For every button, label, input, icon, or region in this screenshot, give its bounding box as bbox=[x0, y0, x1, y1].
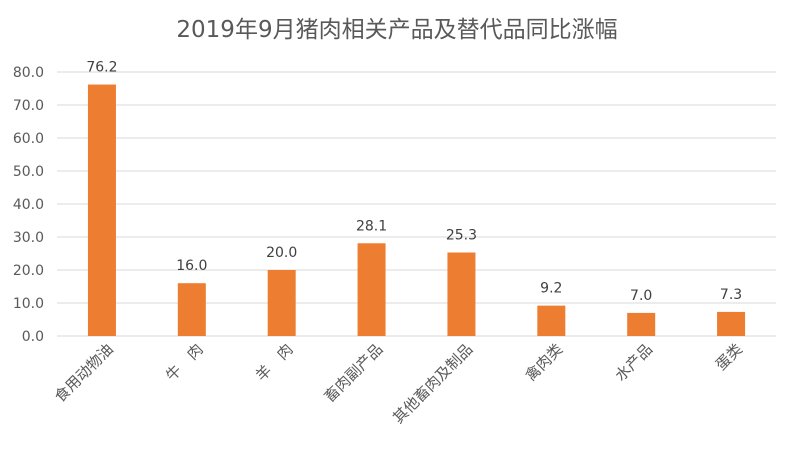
data-label: 28.1 bbox=[356, 218, 387, 234]
data-label: 9.2 bbox=[540, 281, 562, 297]
y-tick-label: 80.0 bbox=[13, 65, 44, 81]
gridlines bbox=[57, 71, 776, 337]
y-tick-label: 20.0 bbox=[13, 263, 44, 279]
chart-title: 2019年9月猪肉相关产品及替代品同比涨幅 bbox=[176, 17, 617, 43]
x-tick-label: 牛 肉 bbox=[162, 340, 207, 385]
x-tick-label: 蛋类 bbox=[712, 340, 746, 374]
bars bbox=[87, 84, 746, 336]
bar bbox=[447, 252, 476, 336]
bar bbox=[357, 243, 386, 336]
y-tick-label: 70.0 bbox=[13, 98, 44, 114]
y-tick-label: 0.0 bbox=[22, 329, 44, 345]
bar bbox=[537, 305, 566, 336]
x-tick-label: 羊 肉 bbox=[252, 340, 297, 385]
data-label: 16.0 bbox=[176, 258, 207, 274]
bar bbox=[87, 84, 116, 336]
x-tick-label: 食用动物油 bbox=[51, 340, 117, 406]
data-label: 76.2 bbox=[86, 60, 117, 76]
data-label: 7.0 bbox=[630, 288, 652, 304]
bar bbox=[627, 312, 656, 336]
bar bbox=[267, 270, 296, 336]
y-axis-ticks: 0.0 10.0 20.0 30.0 40.0 50.0 60.0 70.0 80.0 bbox=[13, 65, 44, 345]
data-label: 25.3 bbox=[446, 228, 477, 244]
y-tick-label: 40.0 bbox=[13, 197, 44, 213]
bar bbox=[177, 283, 206, 336]
data-labels: 76.2 16.0 20.0 28.1 25.3 9.2 7.0 7.3 bbox=[86, 60, 742, 304]
y-tick-label: 60.0 bbox=[13, 131, 44, 147]
data-label: 20.0 bbox=[266, 245, 297, 261]
y-tick-label: 10.0 bbox=[13, 296, 44, 312]
x-tick-label: 禽肉类 bbox=[522, 340, 567, 385]
bar bbox=[717, 311, 746, 336]
y-tick-label: 50.0 bbox=[13, 164, 44, 180]
x-tick-label: 水产品 bbox=[611, 340, 656, 385]
y-tick-label: 30.0 bbox=[13, 230, 44, 246]
x-tick-label: 其他畜肉及制品 bbox=[389, 340, 476, 427]
x-axis-ticks: 食用动物油牛 肉羊 肉畜肉副产品 其他畜肉及制品 禽肉类 水产品 蛋类 bbox=[51, 340, 746, 427]
data-label: 7.3 bbox=[720, 287, 742, 303]
x-tick-label: 畜肉副产品 bbox=[321, 340, 387, 406]
